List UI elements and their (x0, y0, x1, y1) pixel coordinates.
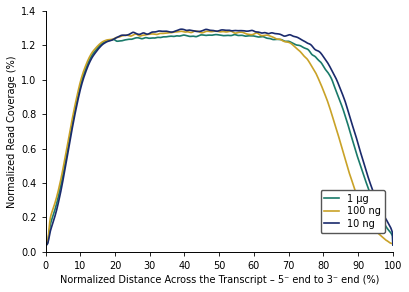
10 ng (179, 27, 184, 31)
X-axis label: Normalized Distance Across the Transcript – 5⁻ end to 3⁻ end (%): Normalized Distance Across the Transcrip… (59, 275, 379, 285)
100 ng (282, 40, 287, 43)
Legend: 1 μg, 100 ng, 10 ng: 1 μg, 100 ng, 10 ng (321, 190, 384, 232)
1 μg (196, 34, 201, 37)
Line: 100 ng: 100 ng (45, 31, 393, 245)
10 ng (184, 29, 189, 32)
10 ng (282, 34, 287, 38)
1 μg (43, 243, 48, 247)
Line: 10 ng: 10 ng (45, 29, 393, 245)
1 μg (314, 56, 319, 60)
100 ng (79, 78, 83, 81)
Y-axis label: Normalized Read Coverage (%): Normalized Read Coverage (%) (7, 55, 17, 208)
1 μg (184, 34, 189, 37)
10 ng (321, 54, 326, 58)
10 ng (314, 49, 319, 52)
10 ng (79, 85, 83, 89)
1 μg (391, 243, 396, 247)
1 μg (282, 39, 287, 43)
100 ng (321, 88, 326, 91)
10 ng (196, 30, 201, 33)
1 μg (321, 64, 326, 67)
100 ng (43, 243, 48, 247)
100 ng (391, 241, 396, 245)
1 μg (79, 81, 83, 85)
100 ng (184, 30, 189, 34)
10 ng (391, 243, 396, 247)
100 ng (193, 29, 198, 33)
10 ng (43, 243, 48, 247)
100 ng (314, 73, 319, 77)
1 μg (213, 33, 218, 36)
Line: 1 μg: 1 μg (45, 34, 393, 245)
100 ng (196, 30, 201, 34)
